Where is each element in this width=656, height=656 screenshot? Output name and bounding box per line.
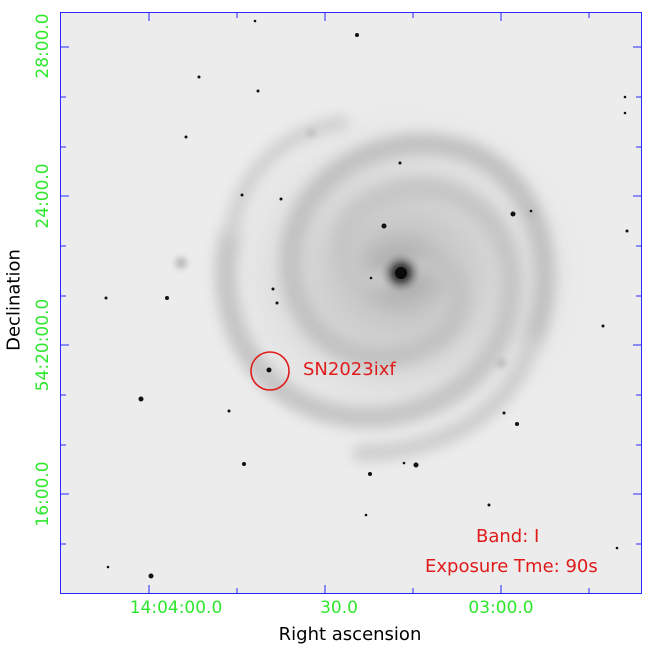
exposure-label: Exposure Tme: 90s bbox=[425, 556, 598, 577]
y-tick-label: 24:00.0 bbox=[33, 163, 53, 229]
y-tick-label: 16:00.0 bbox=[33, 461, 53, 527]
image-frame bbox=[60, 12, 642, 594]
x-tick-label: 03:00.0 bbox=[468, 598, 534, 618]
galaxy-image bbox=[61, 13, 641, 593]
y-tick-label: 54:20:00.0 bbox=[33, 298, 53, 392]
x-tick-label: 30.0 bbox=[320, 598, 358, 618]
y-axis-title: Declination bbox=[3, 249, 25, 351]
band-label: Band: I bbox=[476, 526, 540, 547]
x-tick-label: 14:04:00.0 bbox=[129, 598, 223, 618]
x-axis-title: Right ascension bbox=[278, 624, 422, 645]
y-tick-label: 28:00.0 bbox=[33, 13, 53, 79]
target-circle bbox=[250, 351, 290, 391]
target-label: SN2023ixf bbox=[303, 359, 396, 380]
